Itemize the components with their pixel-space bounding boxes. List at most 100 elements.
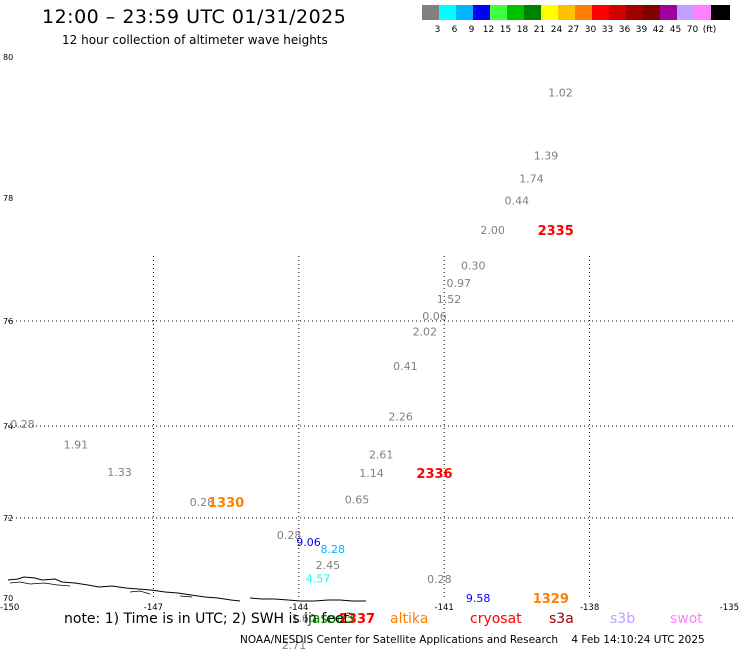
pass-labels: 2335233623372338133013291328 xyxy=(208,224,574,650)
legend-swatch xyxy=(694,5,713,20)
wave-height-point: 0.41 xyxy=(393,360,418,373)
pass-number-label: 1330 xyxy=(208,496,244,511)
legend-swatch xyxy=(558,5,577,20)
wave-height-point: 1.33 xyxy=(107,466,132,479)
legend-label: 21 xyxy=(533,25,546,35)
legend-swatch xyxy=(490,5,509,20)
coastline-path xyxy=(249,597,366,602)
wave-height-point: 0.28 xyxy=(10,418,35,431)
legend-swatch xyxy=(439,5,458,20)
legend-label: 3 xyxy=(434,25,441,35)
legend-swatch xyxy=(456,5,475,20)
coastline-path xyxy=(9,581,71,587)
x-tick-label: -144 xyxy=(289,603,308,613)
x-tick-label: -138 xyxy=(580,603,599,613)
timestamp: 4 Feb 14:10:24 UTC 2025 xyxy=(571,634,705,646)
legend-swatch xyxy=(524,5,543,20)
legend-label: 6 xyxy=(451,25,458,35)
legend-label: 36 xyxy=(618,25,631,35)
wave-height-point: 0.28 xyxy=(427,573,452,586)
legend-swatch xyxy=(541,5,560,20)
legend-label: 24 xyxy=(550,25,563,35)
wave-height-point: 1.91 xyxy=(64,438,89,451)
pass-number-label: 1329 xyxy=(533,592,569,607)
wave-height-point: 0.44 xyxy=(505,194,530,207)
wave-height-point: 2.45 xyxy=(316,559,341,572)
legend-swatch xyxy=(711,5,730,20)
legend-swatch xyxy=(609,5,628,20)
y-tick-labels: 70 72 74 76 78 80 xyxy=(3,53,13,603)
legend-swatch xyxy=(592,5,611,20)
chart-subtitle: 12 hour collection of altimeter wave hei… xyxy=(62,33,328,47)
legend-label: 45 xyxy=(669,25,682,35)
chart-title: 12:00 – 23:59 UTC 01/31/2025 xyxy=(42,6,347,28)
legend-label: (ft) xyxy=(702,25,717,35)
legend-label: 9 xyxy=(468,25,475,35)
legend-swatch xyxy=(422,5,441,20)
wave-height-point: 4.57 xyxy=(306,572,331,585)
wave-height-point: 8.28 xyxy=(320,543,345,556)
legend-label: 42 xyxy=(652,25,665,35)
y-tick-label: 80 xyxy=(3,53,13,62)
x-tick-label: -150 xyxy=(0,603,19,613)
pass-number-label: 2337 xyxy=(339,612,375,627)
satellite-name-altika: altika xyxy=(390,611,429,627)
wave-height-point: 9.06 xyxy=(296,536,321,549)
pass-number-label: 2335 xyxy=(538,224,574,239)
y-tick-label: 70 xyxy=(3,594,13,603)
x-tick-label: -135 xyxy=(720,603,739,613)
wave-height-point: 0.30 xyxy=(461,260,486,273)
legend-swatch xyxy=(473,5,492,20)
wave-height-point: 2.02 xyxy=(413,326,438,339)
pass-number-label: 2336 xyxy=(416,467,452,482)
wave-height-point: 0.97 xyxy=(446,277,471,290)
legend-label: 12 xyxy=(482,25,495,35)
grid-lines xyxy=(8,256,735,598)
coastline-path xyxy=(129,590,193,598)
wave-height-point: 0.28 xyxy=(592,648,617,650)
satellite-name-cryosat: cryosat xyxy=(470,611,522,627)
wave-height-point: 1.60 xyxy=(291,612,316,625)
x-tick-label: -147 xyxy=(144,603,163,613)
wave-height-point: 2.71 xyxy=(282,639,307,650)
wave-height-point: 0.65 xyxy=(345,494,370,507)
legend-label: 30 xyxy=(584,25,597,35)
y-tick-label: 72 xyxy=(3,514,13,523)
wave-height-point: 2.00 xyxy=(480,224,505,237)
wave-height-point: 1.39 xyxy=(534,150,559,163)
legend-label: 39 xyxy=(635,25,648,35)
x-tick-labels: -150 -147 -144 -141 -138 -135 xyxy=(0,603,739,613)
legend-swatch xyxy=(677,5,696,20)
satellite-name-s3a: s3a xyxy=(549,611,574,627)
credit-text: NOAA/NESDIS Center for Satellite Applica… xyxy=(240,634,558,646)
wave-height-point: 1.74 xyxy=(519,172,544,185)
wave-height-point: 1.02 xyxy=(548,86,573,99)
legend-swatch xyxy=(660,5,679,20)
wave-height-point: 1.14 xyxy=(359,467,384,480)
y-tick-label: 76 xyxy=(3,317,13,326)
wave-height-point: 9.58 xyxy=(466,592,491,605)
wave-height-point: 0.28 xyxy=(277,529,302,542)
legend-swatch xyxy=(626,5,645,20)
coastline xyxy=(7,576,366,602)
legend-swatch xyxy=(643,5,662,20)
legend-swatch xyxy=(507,5,526,20)
wave-height-point: 2.26 xyxy=(388,411,413,424)
wave-height-point: 2.61 xyxy=(369,449,394,462)
legend-label: 15 xyxy=(499,25,512,35)
x-tick-label: -141 xyxy=(435,603,454,613)
legend-label: 33 xyxy=(601,25,614,35)
legend-label: 27 xyxy=(567,25,580,35)
y-tick-label: 78 xyxy=(3,194,13,203)
legend-label: 70 xyxy=(686,25,699,35)
y-tick-label: 74 xyxy=(3,422,13,431)
wave-height-point: 0.06 xyxy=(422,310,447,323)
data-points: 1.02 1.39 1.74 0.44 2.00 0.30 0.97 1.52 0.06 2.02… xyxy=(10,86,617,650)
legend-swatch xyxy=(575,5,594,20)
credit-line: NOAA/NESDIS Center for Satellite Applica… xyxy=(240,634,705,646)
coastline-path xyxy=(7,576,241,602)
satellite-name-s3b: s3b xyxy=(610,611,636,627)
satellite-name-jason3: jason3 xyxy=(308,611,355,627)
footer-note: note: 1) Time is in UTC; 2) SWH is in fe… xyxy=(64,611,350,627)
